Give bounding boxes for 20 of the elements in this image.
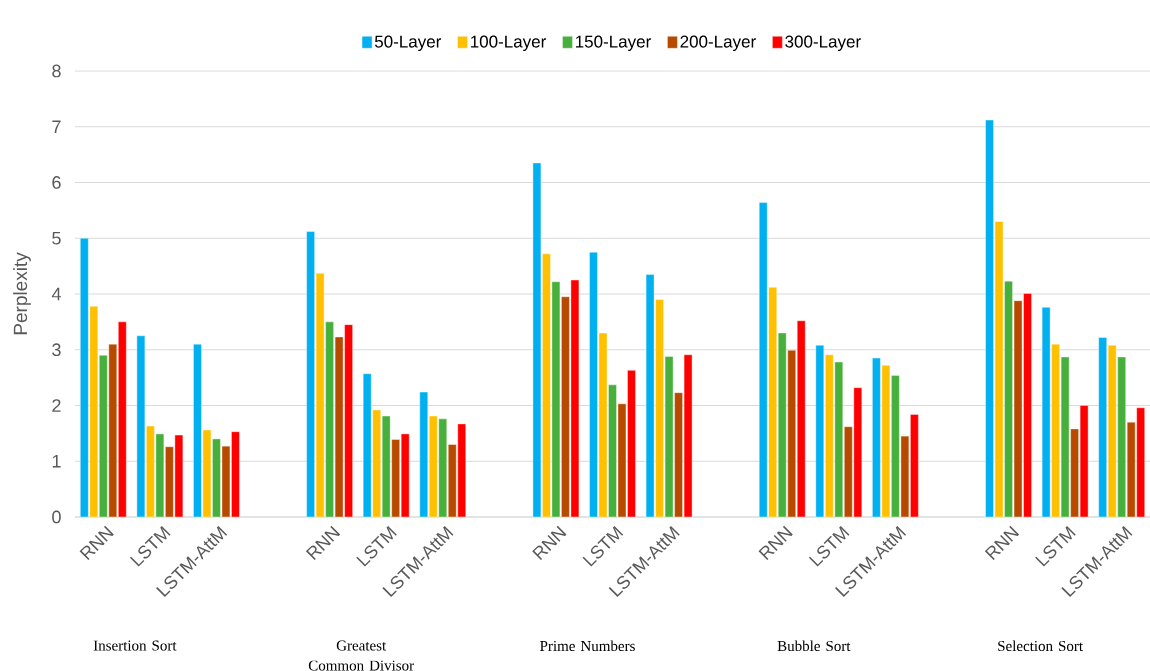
text: Insertion Sort bbox=[93, 640, 177, 651]
y-tick-label: 5 bbox=[52, 231, 61, 245]
legend-label: 100-Layer bbox=[471, 35, 546, 51]
legend-label: 150-Layer bbox=[576, 35, 651, 51]
text: Selection Sort bbox=[998, 640, 1083, 652]
text: Prime Numbers bbox=[540, 640, 635, 652]
legend-label: 200-Layer bbox=[680, 35, 756, 51]
text: Greatest Common Divisor bbox=[308, 640, 414, 671]
y-tick-label: 8 bbox=[52, 64, 61, 78]
y-tick-label: 1 bbox=[52, 455, 61, 468]
y-tick-label: 7 bbox=[52, 120, 61, 133]
y-tick-label: 2 bbox=[52, 399, 61, 412]
y-tick-label: 3 bbox=[52, 343, 61, 357]
y-axis-title: Perplexity bbox=[13, 252, 31, 335]
y-tick-label: 0 bbox=[52, 510, 61, 524]
y-tick-label: 4 bbox=[51, 287, 61, 301]
legend-label: 300-Layer bbox=[785, 35, 861, 51]
y-tick-label: 6 bbox=[52, 176, 61, 189]
text: Bubble Sort bbox=[777, 640, 851, 652]
legend-label: 50-Layer bbox=[374, 35, 442, 51]
